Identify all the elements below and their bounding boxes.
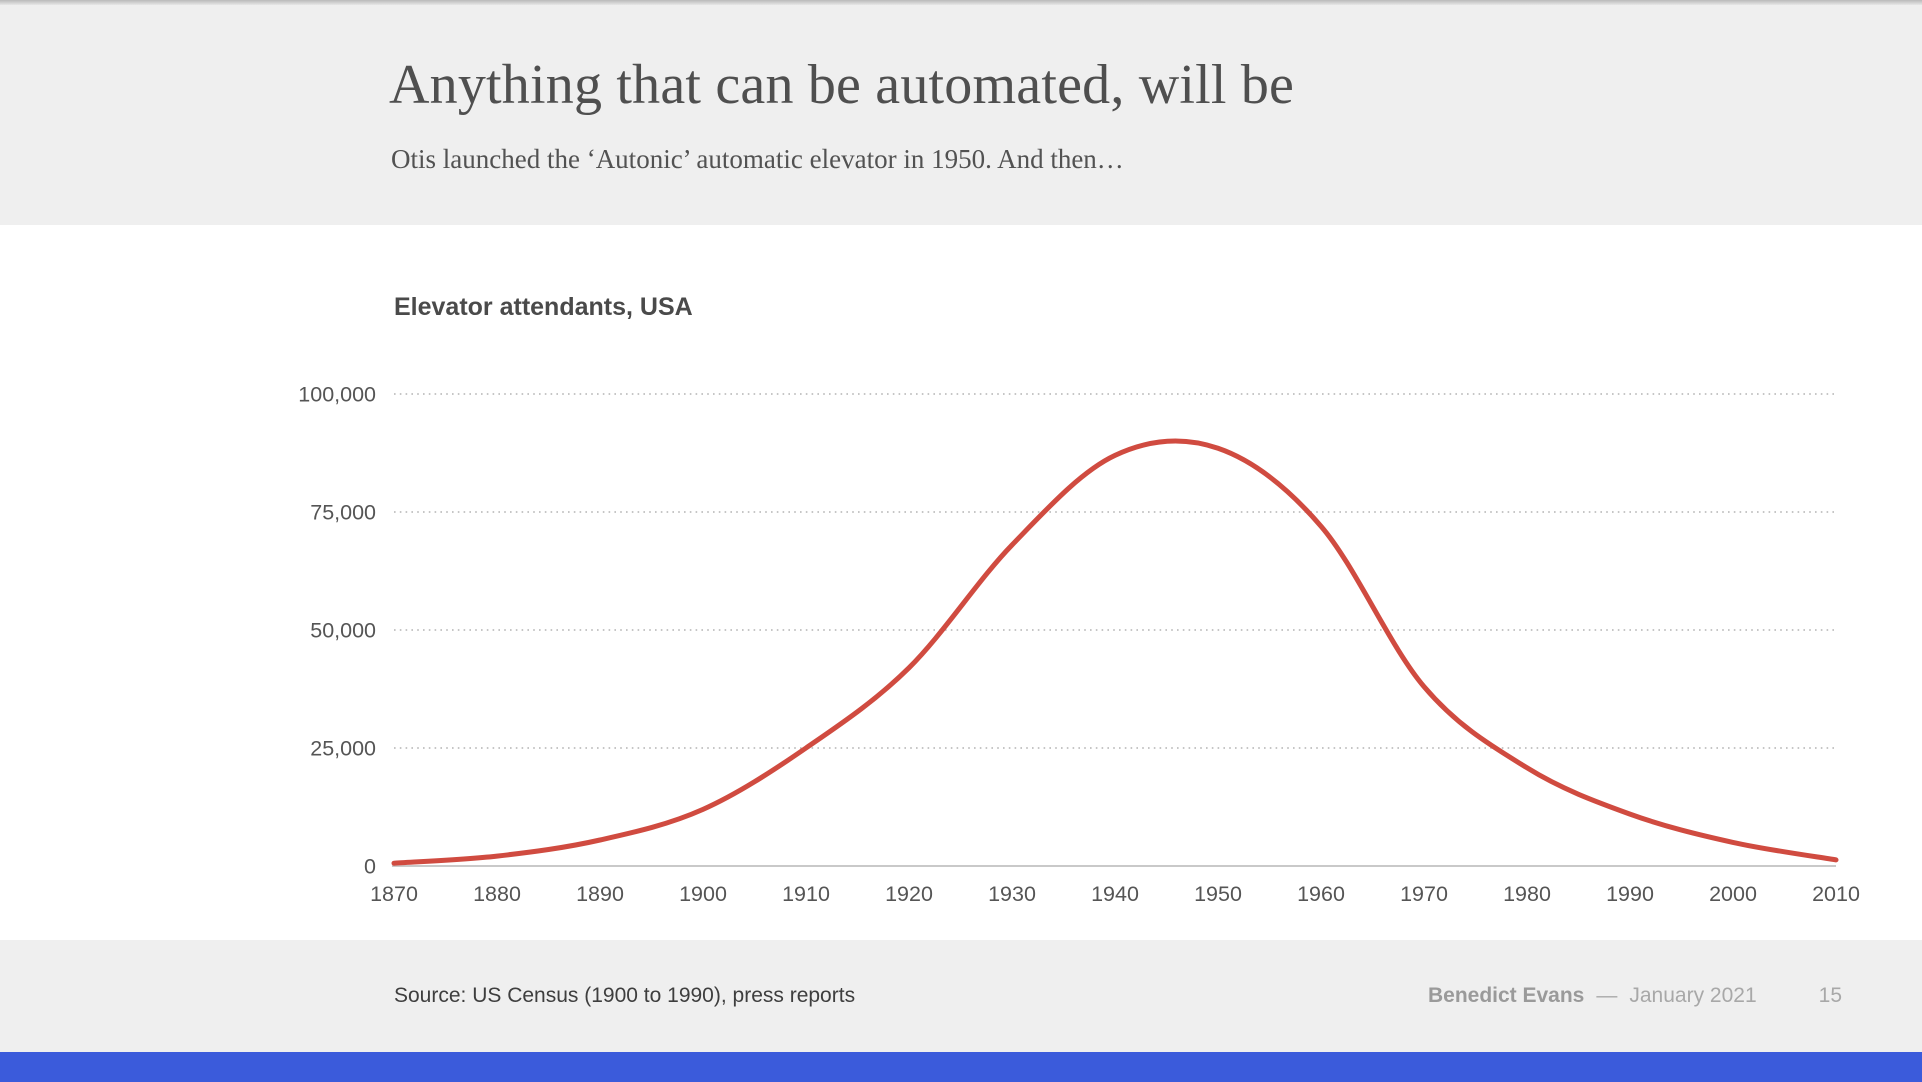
window-top-edge: [0, 0, 1922, 5]
slide-subtitle: Otis launched the ‘Autonic’ automatic el…: [391, 144, 1124, 174]
x-tick-label: 1940: [1091, 882, 1139, 906]
source-note: Source: US Census (1900 to 1990), press …: [394, 984, 856, 1007]
slide-title: Anything that can be automated, will be: [389, 54, 1295, 116]
y-tick-label: 50,000: [310, 619, 376, 643]
footer-credits: Benedict Evans — January 2021 15: [1428, 984, 1842, 1008]
slide-header: Anything that can be automated, will be …: [0, 5, 1922, 225]
slide-footer: Source: US Census (1900 to 1990), press …: [0, 940, 1922, 1052]
author-name: Benedict Evans: [1427, 984, 1585, 1007]
x-tick-label: 1900: [679, 882, 727, 906]
x-tick-label: 1890: [576, 882, 624, 906]
footer-separator: —: [1596, 984, 1618, 1007]
x-tick-label: 2010: [1812, 882, 1860, 906]
x-tick-label: 1970: [1400, 882, 1448, 906]
x-tick-label: 1990: [1606, 882, 1654, 906]
y-tick-label: 25,000: [310, 737, 376, 761]
page-number: 15: [1818, 984, 1842, 1007]
x-tick-label: 1880: [473, 882, 521, 906]
y-tick-label: 75,000: [310, 501, 376, 525]
x-tick-label: 1930: [988, 882, 1036, 906]
x-tick-label: 1920: [885, 882, 933, 906]
y-tick-label: 0: [364, 855, 376, 879]
x-tick-label: 1980: [1503, 882, 1551, 906]
bottom-blue-band: [0, 1052, 1922, 1082]
chart-title: Elevator attendants, USA: [394, 293, 693, 321]
x-tick-label: 1870: [370, 882, 418, 906]
x-tick-label: 1950: [1194, 882, 1242, 906]
slide-date: January 2021: [1629, 984, 1757, 1007]
x-tick-label: 1960: [1297, 882, 1345, 906]
elevator-attendants-line: [391, 438, 1839, 866]
x-tick-label: 1910: [782, 882, 830, 906]
x-tick-label: 2000: [1709, 882, 1757, 906]
y-tick-label: 100,000: [298, 383, 376, 407]
